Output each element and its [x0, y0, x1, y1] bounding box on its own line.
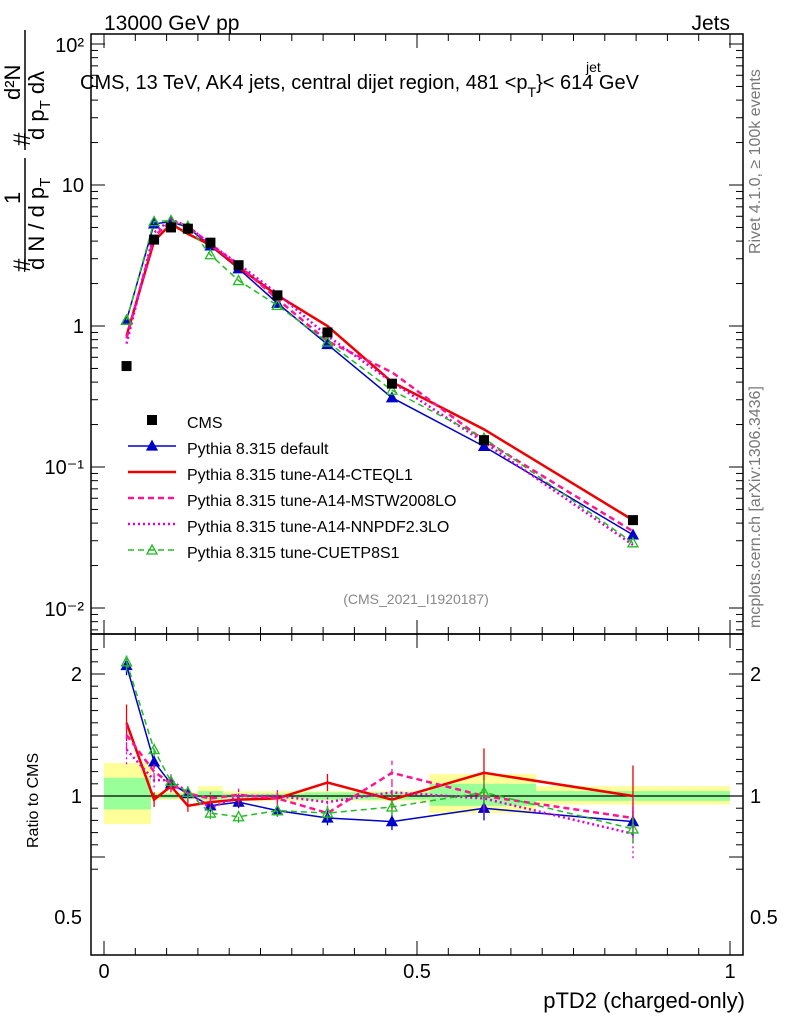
ratio-y-tick-labels: 0.5 1 2 0.5 1 2 [54, 664, 778, 929]
title-main: CMS, 13 TeV, AK4 jets, central dijet reg… [80, 72, 528, 94]
ylabel-one: 1 [0, 192, 25, 204]
cms-point-0 [121, 361, 132, 372]
series-4-marker-top-1 [147, 215, 161, 227]
category-label: Jets [691, 12, 730, 35]
legend-label-nnpdf: Pythia 8.315 tune-A14-NNPDF2.3LO [187, 519, 449, 536]
title-sub: T [528, 84, 537, 100]
series-4-marker-top-8 [385, 383, 399, 395]
ytick-top-1: 10⁻¹ [45, 457, 85, 479]
mcplots-label: mcplots.cern.ch [arXiv:1306.3436] [747, 386, 764, 628]
series-4-line-top [125, 219, 634, 544]
series-4-marker-top-6 [271, 299, 284, 311]
series-4-marker-top-10 [626, 536, 640, 548]
series-4-marker-top-4 [204, 248, 217, 260]
ytick-top-4: 10² [55, 35, 84, 57]
cms-point-3 [182, 223, 193, 234]
ratio-ylabel: Ratio to CMS [25, 753, 42, 848]
top-y-tick-labels: 10⁻² 10⁻¹ 1 10 10² [45, 35, 85, 621]
plot-title: CMS, 13 TeV, AK4 jets, central dijet reg… [80, 72, 640, 100]
cms-point-9 [478, 435, 489, 446]
legend: CMS Pythia 8.315 default Pythia 8.315 tu… [187, 415, 456, 562]
series-4-marker-ratio-3 [181, 786, 194, 797]
ylabel-hash-2: # [9, 132, 36, 146]
series-2-line-ratio [125, 734, 634, 820]
ratio-band-green-2 [197, 791, 223, 800]
cms-point-4 [205, 237, 216, 248]
cms-point-8 [386, 378, 397, 389]
series-4-marker-ratio-10 [626, 822, 640, 834]
title-post: }< 614 GeV [536, 72, 640, 94]
series-4-marker-ratio-8 [385, 800, 399, 812]
legend-marker-0 [145, 439, 159, 451]
cms-point-7 [322, 327, 333, 338]
series-0-marker-top-9 [477, 440, 491, 452]
series-2-line-top [125, 219, 634, 533]
series-4-marker-ratio-4 [204, 806, 217, 818]
ytick-ratio-2-right: 2 [750, 664, 761, 686]
series-0-line-top [125, 220, 634, 536]
ratio-band-green-0 [104, 777, 151, 810]
series-4-marker-top-5 [232, 274, 245, 286]
ytick-ratio-0-left: 0.5 [54, 907, 82, 929]
legend-label-cuetp8s1: Pythia 8.315 tune-CUETP8S1 [187, 545, 400, 562]
ytick-top-3: 10 [62, 175, 84, 197]
series-4-marker-ratio-5 [232, 810, 245, 822]
ylabel-dpt-dlambda: d pT dλ [24, 71, 54, 140]
cms-point-6 [272, 290, 283, 301]
ylabel-dn-dpt: d N / d pT [24, 178, 54, 270]
chart-marks [90, 33, 744, 956]
xtick-0: 0 [98, 961, 109, 983]
series-4-marker-top-7 [321, 335, 334, 347]
rivet-version-label: Rivet 4.1.0, ≥ 100k events [747, 69, 764, 254]
series-4-marker-ratio-2 [164, 775, 178, 787]
ytick-ratio-1-left: 1 [71, 786, 82, 808]
cms-point-5 [233, 260, 244, 271]
cms-point-1 [149, 234, 160, 245]
xtick-1: 0.5 [403, 961, 431, 983]
series-0-marker-ratio-8 [385, 815, 399, 827]
ytick-ratio-1-right: 1 [750, 786, 761, 808]
cms-point-10 [627, 515, 638, 526]
xtick-2: 1 [724, 961, 735, 983]
title-sup: jet [585, 59, 601, 75]
ytick-top-0: 10⁻² [45, 599, 85, 621]
series-4-marker-ratio-0 [120, 655, 133, 667]
y-axis-label: # 1 d N / d pT # d²N d pT dλ [0, 30, 54, 272]
ytick-ratio-0-right: 0.5 [750, 907, 778, 929]
energy-label: 13000 GeV pp [104, 12, 239, 35]
legend-label-cms: CMS [187, 415, 223, 432]
ylabel-hash-1: # [9, 258, 36, 272]
legend-marker-cms [147, 415, 157, 425]
x-tick-labels: 0 0.5 1 [98, 961, 735, 983]
series-4-marker-ratio-6 [271, 804, 284, 816]
analysis-id: (CMS_2021_I1920187) [343, 591, 489, 607]
ytick-ratio-2-left: 2 [71, 664, 82, 686]
series-0-marker-top-8 [385, 391, 399, 403]
cms-point-2 [165, 222, 176, 233]
top-panel-frame [90, 33, 744, 635]
series-4-marker-top-0 [120, 313, 133, 325]
ylabel-d2n: d²N [0, 65, 25, 100]
series-4-line-ratio [125, 661, 634, 830]
legend-marker-4 [145, 543, 159, 555]
legend-label-mstw: Pythia 8.315 tune-A14-MSTW2008LO [187, 493, 456, 510]
legend-label-cteql1: Pythia 8.315 tune-A14-CTEQL1 [187, 467, 413, 484]
legend-label-default: Pythia 8.315 default [187, 441, 329, 458]
series-4-marker-ratio-7 [321, 806, 334, 818]
series-4-marker-ratio-1 [147, 743, 161, 755]
x-axis-label: pTD2 (charged-only) [543, 988, 745, 1013]
ytick-top-2: 1 [73, 316, 84, 338]
series-4-marker-ratio-9 [477, 786, 491, 797]
